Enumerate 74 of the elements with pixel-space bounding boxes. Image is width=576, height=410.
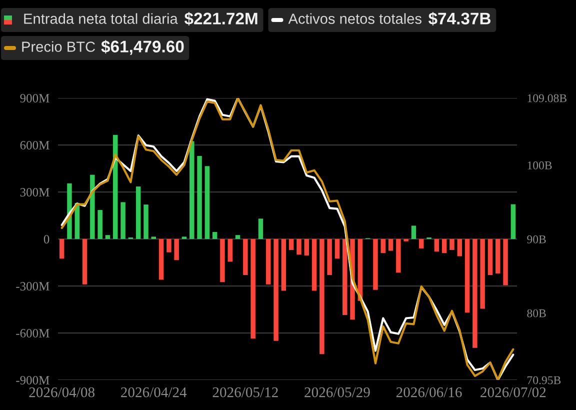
bar [250, 239, 256, 338]
bar [136, 186, 141, 239]
bar [228, 239, 232, 262]
legend-label: Entrada neta total diaria [24, 13, 178, 24]
y-tick-label: -600M [16, 329, 50, 338]
bar [266, 239, 271, 284]
bar [442, 239, 447, 254]
legend-label: Precio BTC [22, 41, 95, 52]
bar [503, 239, 508, 286]
y-tick-label: -300M [16, 282, 50, 290]
bar [434, 239, 440, 252]
bar [197, 156, 202, 239]
bar [334, 239, 340, 259]
bar [342, 239, 348, 315]
x-tick-label: 2026/04/08 [29, 387, 94, 398]
bar [312, 239, 317, 291]
bar [450, 239, 454, 250]
bar [174, 239, 179, 260]
line-series [60, 98, 514, 380]
y2-tick-label: 80B [527, 309, 546, 318]
bar [166, 239, 172, 252]
y-tick-label: -900M [16, 376, 50, 384]
legend-label: Activos netos totales [288, 13, 422, 24]
x-tick-label: 2026/05/12 [212, 387, 278, 398]
bar [388, 239, 394, 251]
bar [190, 141, 194, 239]
bar [419, 239, 424, 248]
y2-tick-label: 70.95B [528, 376, 561, 384]
bar [105, 235, 110, 239]
bar [82, 239, 88, 284]
bar [274, 239, 278, 341]
text: $74.37B [428, 12, 491, 26]
bar [158, 239, 164, 280]
bar [480, 239, 485, 309]
bar [120, 202, 126, 239]
bar [510, 204, 516, 239]
bar [220, 239, 225, 282]
text: $61,479.60 [101, 40, 184, 55]
bar [457, 239, 462, 256]
y-tick-label: 900M [20, 94, 50, 102]
x-tick-label: 2026/05/29 [304, 387, 370, 398]
bar [204, 166, 210, 239]
bar [258, 218, 264, 239]
bar [90, 174, 95, 239]
bar [212, 232, 218, 239]
x-tick-label: 2026/06/16 [396, 387, 462, 398]
bar [288, 239, 294, 250]
bar [411, 226, 416, 239]
bar [59, 239, 64, 259]
bar [327, 239, 332, 276]
text: $221.72M [184, 12, 258, 26]
bar [98, 210, 102, 239]
bar [488, 239, 493, 276]
x-tick-label: 2026/07/02 [480, 387, 546, 398]
y-tick-label: 600M [20, 141, 50, 150]
y2-tick-label: 90B [527, 235, 546, 244]
bar [464, 239, 470, 313]
bar [304, 239, 309, 256]
bar [281, 239, 286, 291]
bar [373, 239, 378, 290]
bar [472, 239, 478, 348]
bar [396, 239, 401, 273]
y-tick-label: 300M [20, 188, 50, 196]
bar [296, 239, 302, 255]
bar [320, 239, 324, 354]
y2-tick-label: 100B [528, 161, 552, 170]
bar [235, 235, 240, 239]
bar [243, 239, 248, 276]
bar [380, 239, 386, 254]
y2-tick-label: 109.08B [528, 94, 566, 102]
y-tick-label: 0 [44, 235, 50, 244]
x-tick-label: 2026/04/24 [121, 387, 187, 398]
bar [496, 239, 500, 274]
bar [144, 204, 148, 239]
